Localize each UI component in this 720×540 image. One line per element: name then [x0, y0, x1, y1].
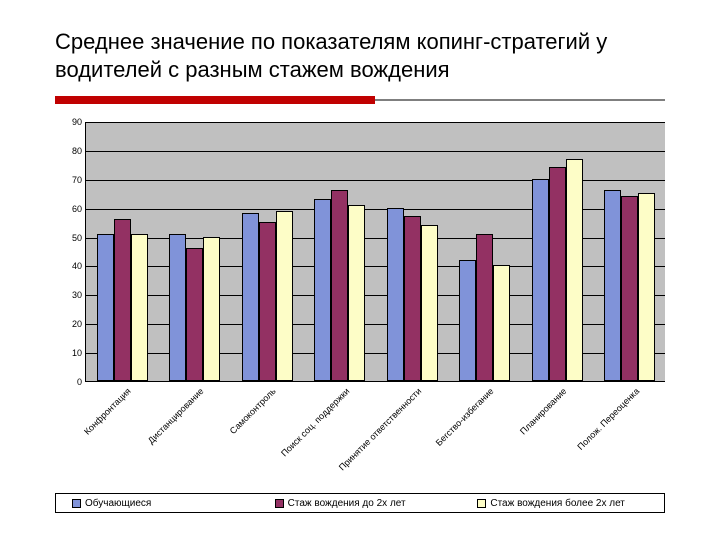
bar	[604, 190, 621, 381]
legend-swatch	[275, 499, 284, 508]
bar	[387, 208, 404, 381]
xtick-label: Планирование	[518, 386, 569, 437]
xtick-label: Бегство-избегание	[433, 386, 495, 448]
legend-label: Стаж вождения более 2х лет	[490, 498, 625, 509]
bar	[421, 225, 438, 381]
bar-group	[604, 122, 655, 381]
legend-item: Обучающиеся	[56, 498, 259, 509]
bar	[621, 196, 638, 381]
legend-label: Обучающиеся	[85, 498, 151, 509]
xtick-label: Самоконтроль	[228, 386, 278, 436]
rule-red	[55, 96, 375, 104]
bar-group	[387, 122, 438, 381]
legend-label: Стаж вождения до 2х лет	[288, 498, 406, 509]
ytick-label: 70	[72, 175, 86, 185]
bar	[242, 213, 259, 381]
ytick-label: 10	[72, 348, 86, 358]
bar	[348, 205, 365, 381]
bar	[114, 219, 131, 381]
bar	[476, 234, 493, 381]
legend-item: Стаж вождения более 2х лет	[461, 498, 664, 509]
xtick-label: Дистанцирование	[146, 386, 206, 446]
bar	[203, 237, 220, 381]
bar	[566, 159, 583, 381]
bar	[131, 234, 148, 381]
bar	[404, 216, 421, 381]
bar	[169, 234, 186, 381]
bar	[259, 222, 276, 381]
title-rule	[55, 96, 665, 104]
bar	[97, 234, 114, 381]
bar	[314, 199, 331, 381]
bar	[638, 193, 655, 381]
bar	[331, 190, 348, 381]
ytick-label: 0	[77, 377, 86, 387]
legend: Обучающиеся Стаж вождения до 2х лет Стаж в…	[55, 493, 665, 513]
bar	[493, 265, 510, 381]
ytick-label: 50	[72, 233, 86, 243]
ytick-label: 40	[72, 261, 86, 271]
legend-swatch	[477, 499, 486, 508]
ytick-label: 20	[72, 319, 86, 329]
bar-group	[97, 122, 148, 381]
bar	[532, 179, 549, 381]
bar	[549, 167, 566, 381]
bar-group	[169, 122, 220, 381]
chart-title: Среднее значение по показателям копинг-с…	[55, 28, 675, 83]
bar-group	[314, 122, 365, 381]
legend-item: Стаж вождения до 2х лет	[259, 498, 462, 509]
chart: 0102030405060708090КонфронтацияДистанцир…	[55, 122, 665, 462]
bar	[276, 211, 293, 381]
bar-group	[532, 122, 583, 381]
xtick-label: Принятие ответственности	[337, 386, 423, 472]
slide: { "title": "Среднее значение по показате…	[0, 0, 720, 540]
bar-group	[459, 122, 510, 381]
ytick-label: 80	[72, 146, 86, 156]
bar-group	[242, 122, 293, 381]
ytick-label: 90	[72, 117, 86, 127]
bar	[459, 260, 476, 381]
ytick-label: 30	[72, 290, 86, 300]
xtick-label: Конфронтация	[82, 386, 133, 437]
plot-area: 0102030405060708090КонфронтацияДистанцир…	[85, 122, 665, 382]
xtick-label: Полож. Переоценка	[575, 386, 641, 452]
legend-swatch	[72, 499, 81, 508]
bar	[186, 248, 203, 381]
xtick-label: Поиск соц. поддержки	[279, 386, 351, 458]
ytick-label: 60	[72, 204, 86, 214]
